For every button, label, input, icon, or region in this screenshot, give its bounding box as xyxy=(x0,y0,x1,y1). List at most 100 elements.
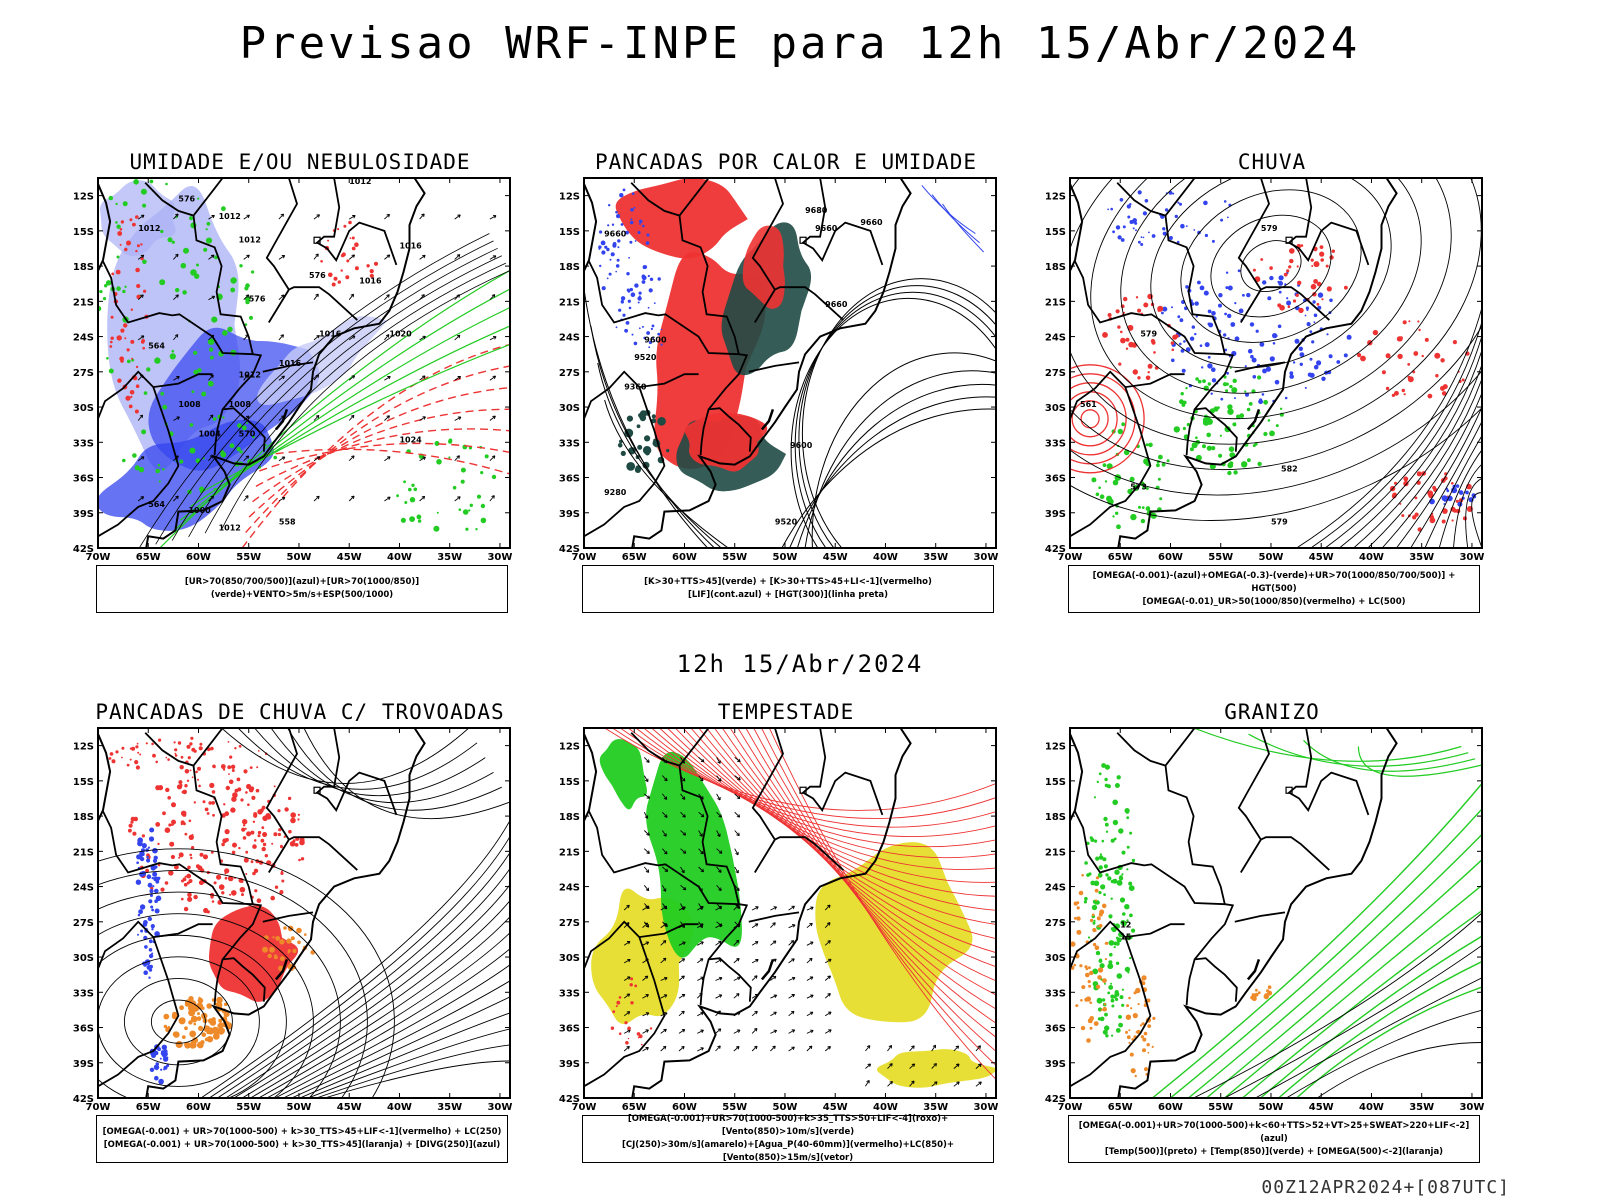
latitude-tick-label: 15S xyxy=(1045,777,1066,788)
latitude-tick-label: 42S xyxy=(1045,1094,1066,1105)
contour-label: 1012 xyxy=(239,371,261,380)
latitude-tick-label: 12S xyxy=(73,742,94,753)
panel-title: UMIDADE E/OU NEBULOSIDADE xyxy=(129,150,471,174)
latitude-tick-label: 36S xyxy=(73,1024,94,1035)
legend-line: [OMEGA(-0.01)_UR>50(1000/850)(vermelho) … xyxy=(1142,596,1406,607)
longitude-tick-label: 65W xyxy=(136,1102,161,1113)
longitude-tick-label: 65W xyxy=(1108,1102,1133,1113)
contour-label: 9660 xyxy=(860,218,883,227)
longitude-tick-label: 60W xyxy=(1158,552,1183,563)
latitude-tick-label: 21S xyxy=(559,847,580,858)
longitude-tick-label: 30W xyxy=(487,1102,512,1113)
longitude-tick-label: 45W xyxy=(823,552,848,563)
map-panel-5: TEMPESTADE 12S 15S 18S 21S 24S 27S 30S 33S 36S 39S… xyxy=(546,700,1026,1170)
contour-label: 582 xyxy=(1281,465,1298,474)
panel-legend-box: [OMEGA(-0.001)-(azul)+OMEGA(-0.3)-(verde… xyxy=(1068,565,1480,613)
panel-title: GRANIZO xyxy=(1224,700,1320,724)
longitude-tick-label: 30W xyxy=(1459,552,1484,563)
longitude-tick-label: 60W xyxy=(672,1102,697,1113)
legend-line: [UR>70(850/700/500)](azul)+[UR>70(1000/8… xyxy=(184,577,420,600)
latitude-tick-label: 27S xyxy=(559,918,580,929)
latitude-tick-label: 30S xyxy=(73,953,94,964)
latitude-tick-label: 42S xyxy=(73,544,94,555)
panel-title: TEMPESTADE xyxy=(717,700,855,724)
latitude-tick-label: 33S xyxy=(559,988,580,999)
longitude-tick-label: 30W xyxy=(1459,1102,1484,1113)
longitude-tick-label: 40W xyxy=(873,552,898,563)
contour-label: 576 xyxy=(249,294,266,303)
contour-label: 1016 xyxy=(399,241,422,250)
contour-label: 1020 xyxy=(389,330,412,339)
latitude-tick-label: 24S xyxy=(1045,883,1066,894)
meteorological-fields: 1012 1012 1012 1012 1016 1016 1016 1020 1012 1016… xyxy=(98,178,510,548)
legend-line: [OMEGA(-0.001) + UR>70(1000-500) + k>30_… xyxy=(103,1140,501,1150)
latitude-tick-label: 12S xyxy=(73,192,94,203)
latitude-tick-label: 27S xyxy=(1045,918,1066,929)
contour-label: 1008 xyxy=(229,400,252,409)
latitude-tick-label: 12S xyxy=(559,742,580,753)
longitude-tick-label: 55W xyxy=(236,1102,261,1113)
contour-label: 576 xyxy=(309,271,326,280)
latitude-tick-label: 12S xyxy=(1045,192,1066,203)
latitude-tick-label: 18S xyxy=(73,262,94,273)
map-frame xyxy=(583,727,997,1099)
longitude-tick-label: 50W xyxy=(286,1102,311,1113)
contour-label: 579 xyxy=(1261,224,1278,233)
map-panel-2: PANCADAS POR CALOR E UMIDADE 9660 9680 9660… xyxy=(546,150,1026,620)
longitude-tick-label: 60W xyxy=(186,1102,211,1113)
coastline-and-borders xyxy=(98,178,426,548)
contour-label: 570 xyxy=(239,429,256,438)
latitude-tick-label: 36S xyxy=(1045,474,1066,485)
legend-line: [LIF](cont.azul) + [HGT(300)](linha pret… xyxy=(687,590,889,600)
contour-label: 576 xyxy=(178,194,195,203)
latitude-tick-label: 21S xyxy=(559,297,580,308)
longitude-tick-label: 50W xyxy=(1258,1102,1283,1113)
latitude-tick-label: 18S xyxy=(559,812,580,823)
forecast-map: 9660 9680 9660 9660 9660 9600 9520 9360 9600 9280… xyxy=(559,177,998,563)
longitude-tick-label: 40W xyxy=(873,1102,898,1113)
legend-line: [OMEGA(-0.001)+UR>70(1000-500)+k<60+TTS>… xyxy=(1078,1120,1470,1144)
contour-label: 579 xyxy=(1140,330,1157,339)
latitude-tick-label: 12S xyxy=(559,192,580,203)
latitude-tick-label: 24S xyxy=(73,333,94,344)
latitude-tick-label: 30S xyxy=(1045,953,1066,964)
latitude-tick-label: 18S xyxy=(73,812,94,823)
longitude-tick-label: 40W xyxy=(387,552,412,563)
longitude-tick-label: 30W xyxy=(487,552,512,563)
panel-legend-box: [OMEGA(-0.001) + UR>70(1000-500) + k>30_… xyxy=(96,1115,508,1163)
contour-label: 1012 xyxy=(239,236,261,245)
longitude-tick-label: 30W xyxy=(973,552,998,563)
forecast-time-subtitle: 12h 15/Abr/2024 xyxy=(676,650,924,678)
longitude-tick-label: 40W xyxy=(1359,552,1384,563)
contour-label: 561 xyxy=(1080,400,1097,409)
latitude-tick-label: 39S xyxy=(73,1059,94,1070)
contour-label: 9680 xyxy=(805,206,828,215)
contour-label: 12 xyxy=(1120,921,1131,930)
contour-label: 9520 xyxy=(775,518,798,527)
latitude-tick-label: 27S xyxy=(559,368,580,379)
latitude-tick-label: 27S xyxy=(1045,368,1066,379)
legend-line: [OMEGA(-0.001)-(azul)+OMEGA(-0.3)-(verde… xyxy=(1092,570,1456,594)
coastline-and-borders xyxy=(1070,178,1398,548)
latitude-tick-label: 24S xyxy=(73,883,94,894)
contour-label: 9660 xyxy=(604,230,627,239)
meteorological-fields xyxy=(591,728,996,1088)
panel-legend-box: [UR>70(850/700/500)](azul)+[UR>70(1000/8… xyxy=(96,565,508,613)
latitude-tick-label: 39S xyxy=(73,509,94,520)
latitude-tick-label: 42S xyxy=(73,1094,94,1105)
contour-label: 9360 xyxy=(624,382,647,391)
longitude-tick-label: 65W xyxy=(136,552,161,563)
main-title: Previsao WRF-INPE para 12h 15/Abr/2024 xyxy=(239,18,1361,69)
latitude-tick-label: 15S xyxy=(73,777,94,788)
map-frame xyxy=(1069,727,1483,1099)
latitude-tick-label: 33S xyxy=(73,438,94,449)
panel-title: PANCADAS DE CHUVA C/ TROVOADAS xyxy=(95,700,505,724)
latitude-tick-label: 30S xyxy=(1045,403,1066,414)
longitude-tick-label: 50W xyxy=(286,552,311,563)
longitude-tick-label: 70W xyxy=(86,552,111,563)
coastline-and-borders xyxy=(1070,728,1398,1098)
longitude-tick-label: 35W xyxy=(1409,1102,1434,1113)
meteorological-fields xyxy=(98,728,510,1098)
